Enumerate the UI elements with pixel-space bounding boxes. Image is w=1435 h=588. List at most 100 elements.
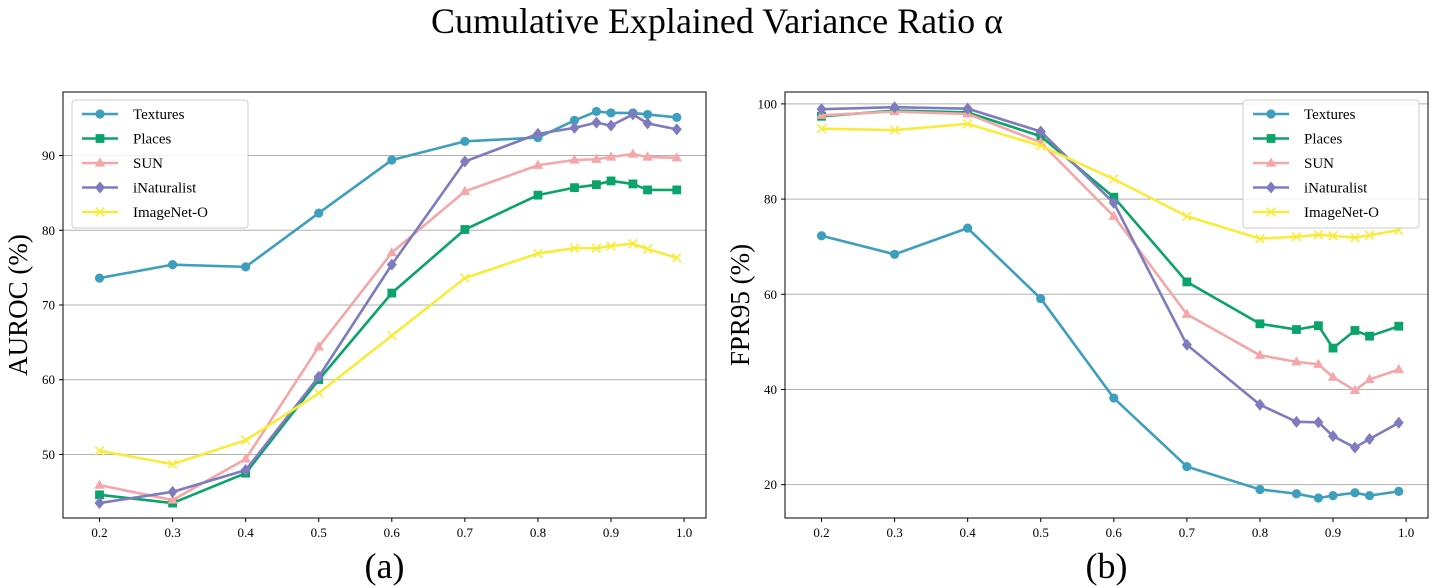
panel-b-xtick-label: 0.2: [813, 525, 829, 540]
panel-a-point-places: [95, 490, 104, 500]
panel-b-ytick-label: 60: [764, 287, 777, 302]
panel-a-point-places: [387, 288, 397, 298]
panel-b-legend-label-textures: Textures: [1304, 107, 1356, 123]
panel-b-legend: Textures Places SUN iNaturalist ImageNet-O: [1242, 99, 1420, 229]
panel-b-point-inaturalist: [1108, 196, 1119, 209]
panel-a-point-places: [628, 179, 638, 189]
panel-a-point-places: [606, 176, 616, 186]
panel-a-xtick-label: 0.7: [457, 525, 474, 540]
panel-a-point-textures: [460, 136, 470, 146]
panel-b-legend-marker-imagenet-o: [1266, 207, 1276, 217]
panel-b-point-sun: [1108, 210, 1120, 220]
panel-a-point-sun: [386, 247, 398, 257]
panel-a-point-inaturalist: [167, 485, 178, 498]
panel-b-point-textures: [1255, 484, 1265, 495]
panel-a-point-imagenet-o: [94, 445, 105, 456]
panel-b-point-inaturalist: [962, 102, 973, 115]
panel-b-point-textures: [816, 231, 827, 241]
panel-b-point-sun: [1291, 356, 1302, 366]
panel-b-legend-marker-places: [1266, 134, 1276, 143]
panel-b-xtick-label: 1.0: [1398, 525, 1414, 540]
panel-b-point-places: [1255, 319, 1265, 329]
panel-b-xtick-label: 0.8: [1252, 525, 1268, 540]
panel-a-xtick-label: 0.9: [603, 525, 619, 540]
panel-b-point-textures: [1036, 293, 1046, 304]
panel-a-legend-marker-textures: [95, 109, 105, 119]
panel-a-point-textures: [591, 106, 601, 117]
panel-a-xtick-label: 0.2: [91, 525, 107, 540]
panel-b-point-inaturalist: [1313, 416, 1324, 429]
panel-b-point-places: [1328, 343, 1338, 353]
panel-b-point-inaturalist: [1328, 430, 1339, 443]
panel-a-point-textures: [569, 115, 580, 125]
panel-a-point-inaturalist: [606, 119, 617, 132]
panel-a-point-imagenet-o: [569, 243, 580, 254]
panel-a-series-imagenet-o-line: [99, 242, 678, 466]
panel-b-ytick-label: 100: [758, 96, 778, 111]
panel-b-point-inaturalist: [889, 101, 900, 114]
panel-b-ytick-label: 20: [764, 477, 777, 492]
panel-a-point-places: [533, 190, 543, 200]
panel-a-point-inaturalist: [386, 258, 397, 271]
panel-b-point-textures: [1291, 489, 1302, 499]
panel-b-legend-marker-textures: [1266, 109, 1276, 119]
panel-b-point-textures: [1328, 491, 1338, 501]
panel-a-point-places: [643, 185, 652, 195]
panel-a-point-inaturalist: [569, 121, 580, 134]
panel-a-point-imagenet-o: [240, 435, 251, 446]
panel-b-point-sun: [1393, 363, 1404, 374]
panel-a: 0.2 0.3 0.4 0.5 0.6 0.7 0.8 0.9 1.0 50 60 70 80 90 AUR…: [3, 91, 707, 586]
panel-b-point-textures: [1394, 486, 1404, 496]
panel-a-legend-marker-sun: [94, 157, 106, 167]
panel-b-y-axis-label: FPR95 (%): [725, 244, 755, 366]
panel-b: 0.2 0.3 0.4 0.5 0.6 0.7 0.8 0.9 1.0 20 40 60 80 100 FP…: [725, 91, 1429, 586]
panel-b-point-textures: [1182, 461, 1192, 472]
panel-a-ytick-label: 50: [42, 447, 55, 462]
panel-a-point-sun: [240, 453, 251, 463]
panel-b-point-places: [1350, 326, 1360, 335]
panel-a-legend-marker-places: [95, 134, 105, 143]
panel-a-point-textures: [606, 108, 616, 118]
panel-a-point-imagenet-o: [628, 238, 638, 249]
panel-b-point-imagenet-o: [1291, 231, 1302, 242]
panel-b-ytick-label: 80: [764, 192, 777, 207]
panel-a-point-places: [672, 185, 682, 195]
panel-a-point-sun: [627, 148, 639, 158]
panel-b-xtick-label: 0.7: [1179, 525, 1196, 540]
panel-a-ytick-label: 60: [42, 372, 55, 387]
panel-b-axes-frame: [784, 91, 1429, 519]
panel-b-legend-marker-inaturalist: [1266, 181, 1276, 194]
panel-b-point-places: [1365, 331, 1374, 341]
panel-a-point-places: [460, 225, 470, 234]
panel-a-point-textures: [387, 155, 397, 165]
panel-b-point-textures: [1350, 488, 1360, 498]
panel-a-point-imagenet-o: [591, 243, 602, 254]
panel-b-legend-label-imagenet-o: ImageNet-O: [1304, 205, 1379, 221]
panel-b-point-sun: [1349, 384, 1361, 395]
panel-a-point-inaturalist: [240, 464, 251, 477]
panel-a-ytick-label: 70: [42, 298, 55, 313]
panel-a-legend-box: [71, 99, 249, 229]
panel-b-point-imagenet-o: [1255, 233, 1265, 244]
panel-b-point-imagenet-o: [1108, 174, 1119, 184]
panel-b-point-textures: [890, 249, 900, 259]
panel-b-point-sun: [1327, 371, 1339, 381]
panel-b-point-sun: [1364, 373, 1375, 384]
panel-b-legend-marker-sun: [1265, 157, 1277, 167]
panel-a-point-imagenet-o: [606, 241, 616, 251]
panel-a-legend-marker-imagenet-o: [95, 207, 105, 217]
panel-b-point-places: [1313, 321, 1323, 331]
panel-a-point-sun: [532, 159, 544, 169]
figure-title: Cumulative Explained Variance Ratio α: [431, 1, 1003, 41]
panel-b-point-places: [1182, 277, 1192, 287]
panel-a-legend-label-places: Places: [133, 132, 171, 148]
panel-b-point-imagenet-o: [1350, 232, 1360, 243]
panel-a-point-imagenet-o: [386, 330, 397, 341]
panel-a-legend: Textures Places SUN iNaturalist ImageNet-O: [71, 99, 249, 229]
panel-b-legend-label-places: Places: [1304, 132, 1342, 148]
panel-a-point-imagenet-o: [167, 459, 178, 470]
panel-b-point-sun: [1254, 349, 1266, 359]
panel-a-legend-label-sun: SUN: [133, 156, 163, 172]
panel-a-point-inaturalist: [642, 117, 653, 130]
